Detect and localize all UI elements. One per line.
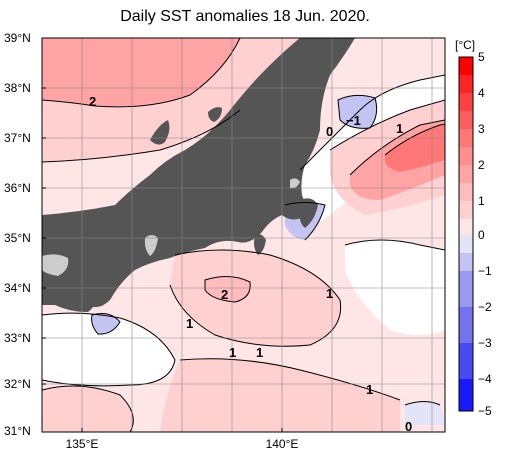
- contour-label: 1: [186, 316, 193, 331]
- map-title: Daily SST anomalies 18 Jun. 2020.: [120, 8, 370, 25]
- colorbar-swatch: [459, 57, 473, 75]
- contour-lines: [42, 38, 445, 432]
- colorbar-swatch: [459, 253, 473, 271]
- contour-label: 1: [396, 121, 403, 136]
- lat-label-32: 32°N: [4, 377, 31, 391]
- colorbar-swatch: [459, 129, 473, 147]
- contour-labels: 2 0 −1 1 2 1 1 1 1 1 0: [89, 94, 412, 434]
- colorbar-swatch: [459, 111, 473, 129]
- graticule: [42, 38, 445, 432]
- colorbar-swatch: [459, 379, 473, 411]
- lon-label-140: 140°E: [265, 437, 299, 451]
- colorbar-tick: −5: [478, 404, 492, 418]
- lat-label-36: 36°N: [4, 181, 31, 195]
- colorbar-tick: 2: [478, 158, 485, 172]
- colorbar-swatch: [459, 147, 473, 165]
- colorbar-swatch: [459, 201, 473, 219]
- contour-label: 1: [326, 286, 333, 301]
- map-frame: [41, 37, 446, 433]
- positive-anomaly-2: [42, 38, 240, 107]
- colorbar-swatch: [459, 75, 473, 93]
- colorbar-swatch: [459, 271, 473, 307]
- colorbar: [459, 57, 473, 411]
- colorbar-tick: −1: [478, 264, 492, 278]
- lake-biwa: [144, 235, 158, 256]
- contour-label: −1: [346, 113, 361, 128]
- colorbar-swatch: [459, 183, 473, 201]
- contour-label: 0: [405, 419, 412, 434]
- lat-label-34: 34°N: [4, 281, 31, 295]
- colorbar-swatch: [459, 165, 473, 183]
- colorbar-swatch: [459, 235, 473, 253]
- positive-anomaly-1: [170, 250, 341, 347]
- lat-label-35: 35°N: [4, 231, 31, 245]
- positive-anomaly-3: [385, 124, 445, 172]
- colorbar-unit: [°C]: [455, 38, 476, 52]
- lat-label-38: 38°N: [4, 81, 31, 95]
- colorbar-tick: 0: [478, 228, 485, 242]
- colorbar-tick: 3: [478, 122, 485, 136]
- colorbar-swatch: [459, 307, 473, 343]
- land-boso: [299, 198, 318, 228]
- colorbar-tick: −3: [478, 336, 492, 350]
- lake-inlet: [42, 254, 69, 276]
- land-izu: [254, 234, 266, 255]
- lake-kasumigaura: [290, 178, 300, 189]
- land-sado: [208, 107, 222, 122]
- colorbar-swatch: [459, 93, 473, 111]
- colorbar-tick: −4: [478, 372, 492, 386]
- lon-label-135: 135°E: [65, 437, 99, 451]
- colorbar-swatch: [459, 343, 473, 379]
- land-honshu: [42, 38, 355, 308]
- near-zero-zone: [42, 313, 175, 386]
- colorbar-tick: 4: [478, 86, 485, 100]
- contour-label: 0: [326, 124, 333, 139]
- colorbar-tick: 1: [478, 194, 485, 208]
- lat-label-37: 37°N: [4, 131, 31, 145]
- positive-anomaly-2: [205, 276, 251, 302]
- contour-label: 1: [256, 345, 263, 360]
- lat-label-31: 31°N: [4, 424, 31, 438]
- lat-label-39: 39°N: [4, 31, 31, 45]
- colorbar-swatch: [459, 219, 473, 235]
- contour-label: 1: [229, 345, 236, 360]
- contour-label: 2: [221, 287, 228, 302]
- positive-anomaly-1: [42, 386, 134, 432]
- contour-label: 1: [366, 382, 373, 397]
- near-zero-zone: [345, 240, 445, 335]
- negative-anomaly: [405, 401, 445, 425]
- land-noto: [150, 120, 170, 145]
- axis-ticks: [42, 87, 283, 432]
- positive-anomaly-1: [160, 358, 400, 432]
- negative-anomaly: [91, 313, 120, 335]
- lat-label-33: 33°N: [4, 331, 31, 345]
- colorbar-tick: 5: [478, 50, 485, 64]
- colorbar-frame: [458, 56, 474, 412]
- colorbar-tick: −2: [478, 300, 492, 314]
- contour-label: 2: [89, 94, 96, 109]
